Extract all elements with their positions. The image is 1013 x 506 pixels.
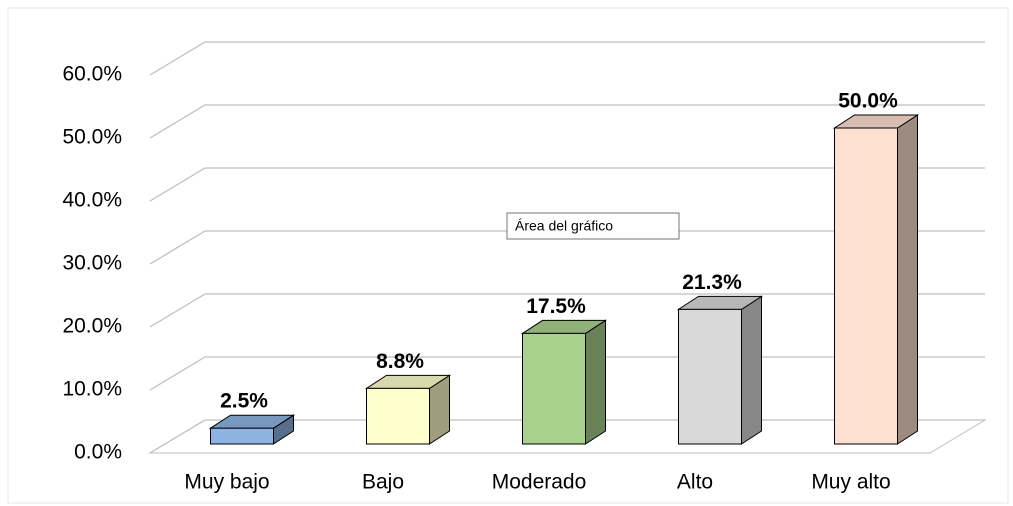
grid-line bbox=[149, 293, 985, 328]
y-tick-label: 60.0% bbox=[62, 63, 122, 86]
tooltip bbox=[506, 212, 680, 240]
x-tick-label: Muy bajo bbox=[184, 471, 269, 494]
y-tick-label: 10.0% bbox=[62, 378, 122, 401]
value-label: 8.8% bbox=[376, 350, 424, 373]
y-tick-label: 20.0% bbox=[62, 315, 122, 338]
value-label: 2.5% bbox=[220, 390, 268, 413]
grid-line bbox=[149, 104, 985, 139]
bar bbox=[676, 295, 764, 445]
y-tick-label: 50.0% bbox=[62, 126, 122, 149]
value-label: 50.0% bbox=[838, 90, 898, 113]
y-tick-label: 0.0% bbox=[74, 441, 122, 464]
grid-line bbox=[149, 230, 985, 265]
bar-front bbox=[834, 127, 898, 445]
grid-line bbox=[149, 167, 985, 202]
x-tick-label: Muy alto bbox=[811, 471, 890, 494]
bar bbox=[364, 374, 452, 445]
value-label: 21.3% bbox=[682, 271, 742, 294]
grid-line bbox=[149, 41, 985, 76]
bar-side bbox=[741, 295, 762, 445]
x-tick-label: Alto bbox=[677, 471, 713, 494]
bar-side bbox=[585, 319, 606, 445]
y-tick-label: 30.0% bbox=[62, 252, 122, 275]
bar bbox=[520, 319, 608, 445]
bar-front bbox=[522, 332, 586, 445]
bar-side bbox=[897, 114, 918, 445]
bar bbox=[208, 414, 296, 445]
bar-front bbox=[210, 427, 274, 445]
bar bbox=[832, 114, 920, 445]
x-tick-label: Bajo bbox=[362, 471, 404, 494]
x-tick-label: Moderado bbox=[492, 471, 587, 494]
y-tick-label: 40.0% bbox=[62, 189, 122, 212]
tooltip-text: Área del gráfico bbox=[515, 218, 613, 234]
bar-front bbox=[678, 308, 742, 445]
bar-front bbox=[366, 387, 430, 445]
value-label: 17.5% bbox=[526, 295, 586, 318]
